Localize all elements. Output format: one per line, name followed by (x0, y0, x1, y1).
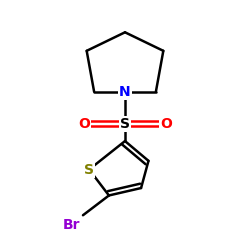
Text: O: O (160, 117, 172, 131)
Text: N: N (119, 84, 131, 98)
Text: Br: Br (63, 218, 80, 232)
Text: S: S (84, 162, 94, 176)
Text: O: O (78, 117, 90, 131)
Text: S: S (120, 117, 130, 131)
